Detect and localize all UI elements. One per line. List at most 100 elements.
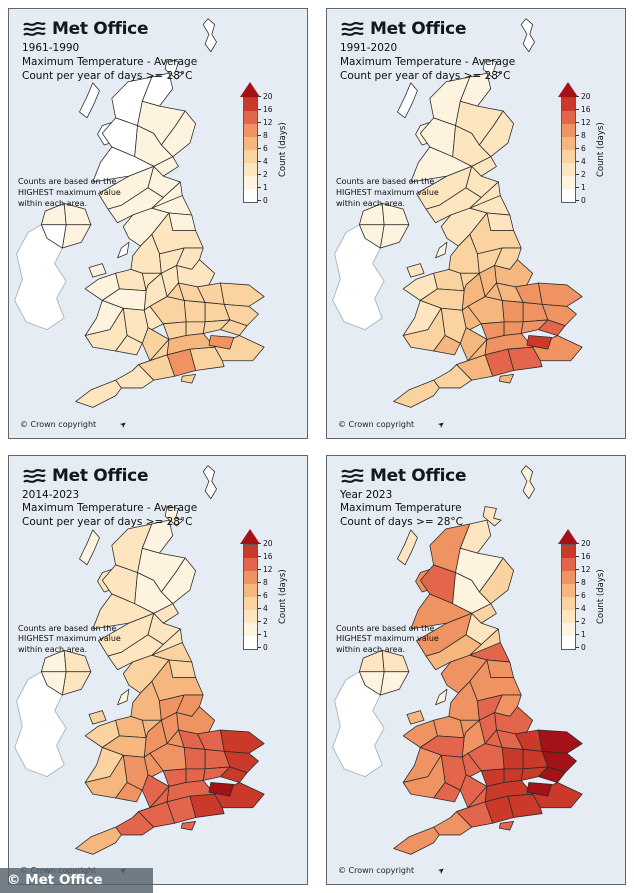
legend-tick-8: 8 — [258, 131, 268, 140]
met-office-logo: Met Office — [340, 19, 515, 39]
legend-tick-0: 0 — [258, 642, 268, 652]
legend-tick-6: 6 — [576, 590, 586, 600]
legend-band — [562, 150, 575, 163]
region-e-cornwall — [75, 379, 122, 408]
met-office-waves-icon — [341, 468, 364, 483]
legend-band — [244, 583, 257, 597]
title-line-2: Maximum Temperature - Average — [22, 55, 198, 68]
legend-axis-label: Count (days) — [278, 122, 288, 178]
region-ireland — [14, 224, 67, 331]
region-ni-south-east — [379, 224, 410, 249]
legend-tick-4: 4 — [576, 157, 586, 166]
legend-band — [562, 137, 575, 150]
region-e-northamptonshire — [501, 300, 524, 323]
region-lewis — [397, 82, 418, 119]
legend-band — [562, 596, 575, 610]
panel-1991-2020: Met Office 1991-2020 Maximum Temperature… — [326, 8, 626, 439]
region-isle-of-wight — [180, 373, 196, 384]
method-note: Counts are based on the HIGHEST maximum … — [336, 623, 439, 655]
region-s-dumfries-galloway — [107, 187, 164, 224]
title-line-2: Maximum Temperature - Average — [22, 502, 198, 515]
legend-band — [562, 176, 575, 189]
region-ni-south-west — [40, 670, 67, 695]
legend-color-bar — [561, 97, 576, 203]
region-ni-south-east — [61, 670, 92, 695]
met-office-waves-icon — [23, 468, 46, 483]
legend-tick-8: 8 — [576, 577, 586, 587]
region-s-caithness — [459, 519, 492, 554]
region-e-cornwall — [393, 826, 440, 855]
met-office-waves-icon — [341, 21, 364, 36]
region-ni-south-east — [379, 670, 410, 695]
region-w-clwyd — [433, 269, 465, 292]
region-e-durham — [486, 212, 514, 231]
region-e-norfolk — [219, 282, 265, 307]
legend-band — [562, 570, 575, 584]
legend-tick-0: 0 — [576, 642, 586, 652]
legend-tick-8: 8 — [576, 131, 586, 140]
region-e-cambridgeshire — [515, 729, 543, 752]
title-line-3: Count per year of days >= 28°C — [340, 69, 511, 82]
region-e-cornwall — [75, 826, 122, 855]
legend-tick-12: 12 — [258, 564, 273, 574]
legend-tick-6: 6 — [576, 144, 586, 153]
legend-band — [562, 111, 575, 124]
region-e-northamptonshire — [183, 746, 206, 769]
region-e-northamptonshire — [501, 746, 524, 769]
region-shetland — [520, 18, 535, 53]
region-s-caithness — [141, 72, 174, 107]
legend-tick-20: 20 — [576, 538, 591, 548]
region-anglesey — [88, 263, 107, 278]
region-shetland — [202, 18, 217, 53]
legend-tick-16: 16 — [576, 551, 591, 561]
legend-tick-2: 2 — [258, 616, 268, 626]
panel-1961-1990: Met Office 1961-1990 Maximum Temperature… — [8, 8, 308, 439]
legend-band — [244, 176, 257, 189]
region-e-durham — [486, 659, 514, 678]
legend-arrow-above-max — [240, 528, 260, 544]
region-e-cambridgeshire — [197, 729, 225, 752]
legend-band — [244, 124, 257, 137]
legend-axis-label: Count (days) — [596, 569, 606, 624]
region-lewis — [397, 528, 418, 565]
crown-copyright: © Crown copyright ➤ — [338, 865, 447, 876]
legend-band — [562, 557, 575, 571]
legend-tick-4: 4 — [576, 603, 586, 613]
title-line-3: Count per year of days >= 28°C — [22, 516, 193, 529]
legend-tick-12: 12 — [258, 118, 273, 127]
region-shetland — [202, 464, 217, 499]
title-line-3: Count per year of days >= 28°C — [22, 69, 193, 82]
region-e-london — [526, 335, 553, 350]
title-line-2: Maximum Temperature — [340, 502, 462, 515]
region-anglesey — [88, 709, 107, 725]
legend-tick-16: 16 — [576, 105, 591, 114]
region-s-caithness — [459, 72, 492, 107]
region-isle-of-wight — [498, 373, 514, 384]
region-anglesey — [406, 263, 425, 278]
legend-axis-label: Count (days) — [278, 569, 288, 624]
crown-copyright: © Crown copyright ➤ — [20, 418, 129, 429]
region-w-clwyd — [433, 715, 465, 738]
panel-header: Met Office 2014-2023 Maximum Temperature… — [22, 466, 197, 531]
region-s-dumfries-galloway — [425, 633, 482, 670]
region-e-london — [208, 781, 235, 796]
panel-header: Met Office Year 2023 Maximum Temperature… — [340, 466, 466, 531]
legend-color-bar — [243, 543, 258, 650]
region-orkney — [482, 505, 502, 526]
crown-copyright-text: © Crown copyright — [338, 866, 415, 875]
legend-band — [244, 622, 257, 636]
legend-tick-8: 8 — [258, 577, 268, 587]
legend-band — [562, 163, 575, 176]
legend-band — [244, 635, 257, 649]
legend-tick-2: 2 — [258, 170, 268, 179]
region-e-cambridgeshire — [515, 282, 543, 305]
legend-tick-0: 0 — [576, 196, 586, 205]
region-s-caithness — [141, 519, 174, 554]
met-office-logo: Met Office — [22, 19, 197, 39]
legend-band — [244, 544, 257, 558]
region-ni-south-east — [61, 224, 92, 249]
legend-band — [562, 189, 575, 202]
legend-tick-1: 1 — [258, 629, 268, 639]
region-e-norfolk — [537, 729, 583, 754]
legend-tick-0: 0 — [258, 196, 268, 205]
